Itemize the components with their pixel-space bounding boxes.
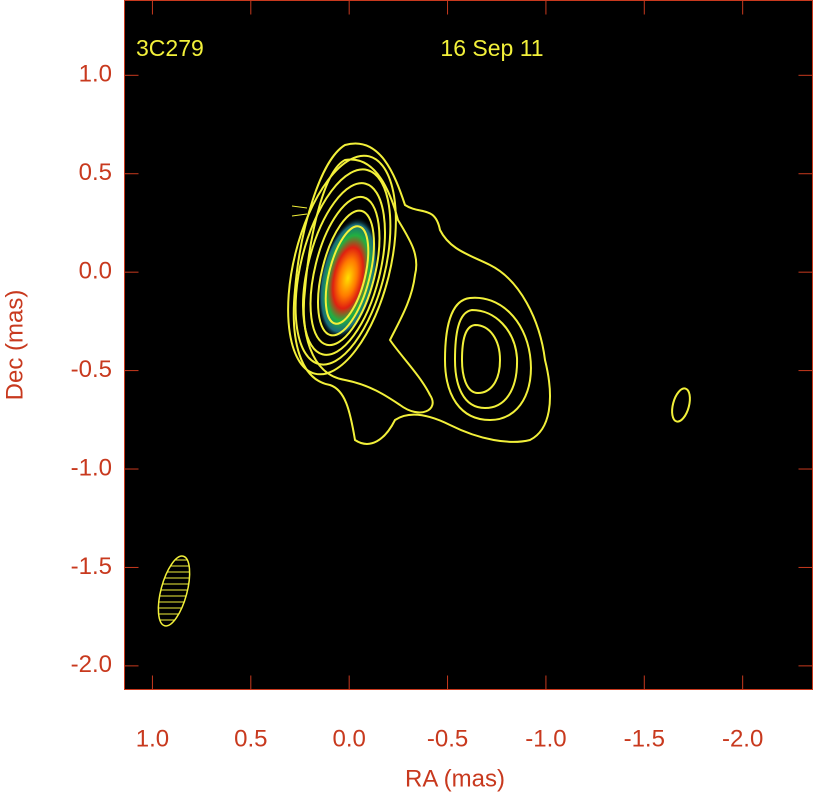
- x-tick-label: -1.0: [525, 725, 566, 752]
- x-tick-label: 1.0: [136, 725, 169, 752]
- y-axis-label: Dec (mas): [1, 290, 28, 401]
- y-tick-label: -1.0: [71, 454, 112, 481]
- y-tick-label: 0.0: [79, 258, 112, 285]
- contour: [671, 387, 691, 423]
- vector: [291, 213, 308, 217]
- beam: [152, 555, 196, 627]
- x-tick-label: -1.5: [624, 725, 665, 752]
- x-tick-label: 0.5: [234, 725, 267, 752]
- x-tick-label: 0.0: [332, 725, 365, 752]
- contours: [287, 142, 691, 445]
- date-label: 16 Sep 11: [440, 35, 543, 61]
- contour: [453, 308, 519, 410]
- y-tick-label: -2.0: [71, 651, 112, 678]
- y-tick-label: -1.5: [71, 553, 112, 580]
- x-tick-label: -2.0: [722, 725, 763, 752]
- plot-area: [124, 0, 813, 690]
- contour: [302, 182, 386, 356]
- contour: [287, 154, 397, 376]
- x-tick-label: -0.5: [427, 725, 468, 752]
- vector: [291, 205, 308, 209]
- contour: [309, 195, 381, 347]
- contour: [460, 323, 502, 395]
- contour: [292, 142, 551, 445]
- contour: [294, 168, 392, 366]
- y-tick-label: 0.5: [79, 159, 112, 186]
- source-label: 3C279: [136, 35, 204, 61]
- y-tick-label: -0.5: [71, 356, 112, 383]
- contour: [443, 296, 532, 422]
- contour: [317, 209, 375, 337]
- contour: [324, 225, 370, 325]
- x-axis-label: RA (mas): [405, 765, 505, 792]
- y-tick-label: 1.0: [79, 61, 112, 88]
- contour: [302, 158, 434, 414]
